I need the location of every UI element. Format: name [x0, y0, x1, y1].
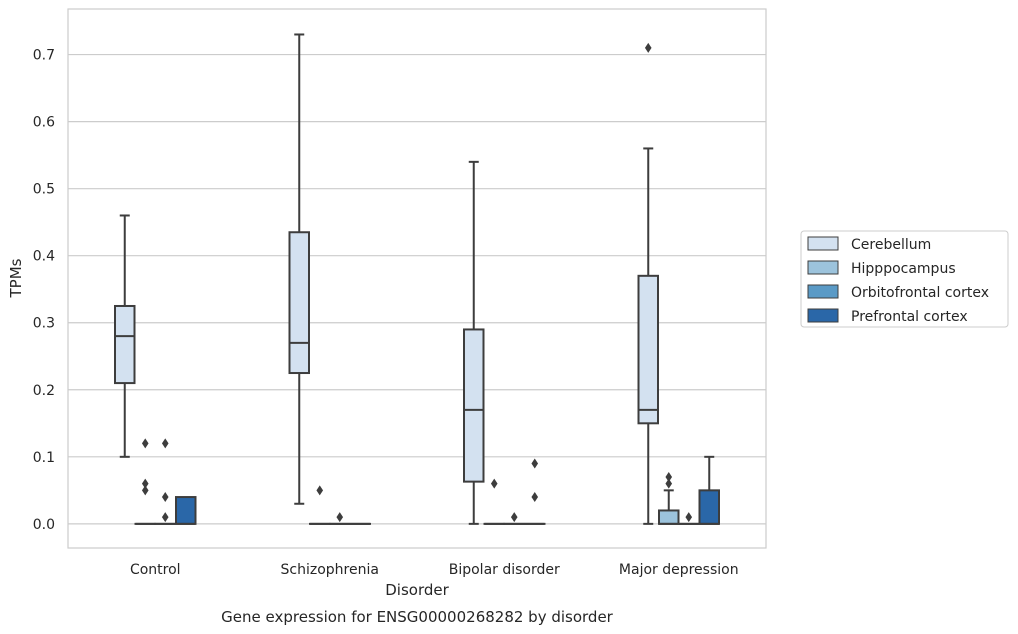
legend-label: Hipppocampus — [851, 261, 956, 277]
box-body — [463, 328, 485, 483]
outlier-point — [685, 512, 693, 523]
box-body — [658, 509, 680, 525]
outlier-point — [531, 492, 539, 503]
legend-label: Cerebellum — [851, 237, 931, 253]
box-3-3 — [698, 455, 720, 525]
x-tick-labels: Control Schizophrenia Bipolar disorder Majo… — [130, 562, 739, 578]
x-tick-label: Bipolar disorder — [449, 562, 560, 578]
box-2-0 — [463, 160, 485, 525]
outlier-point — [316, 485, 324, 496]
box-1-1 — [309, 485, 331, 525]
outlier-point — [141, 478, 149, 489]
x-axis-title: Disorder — [385, 581, 449, 599]
legend-label: Orbitofrontal cortex — [851, 285, 989, 301]
box-0-1 — [134, 438, 156, 525]
y-axis-title: TPMs — [7, 258, 25, 298]
plot-frame — [67, 8, 767, 549]
box-0-0 — [114, 214, 136, 458]
outlier-point — [161, 492, 169, 503]
grid-lines — [68, 53, 766, 525]
legend: Cerebellum Hipppocampus Orbitofrontal cort… — [800, 230, 1009, 328]
y-tick-label: 0.1 — [33, 450, 55, 466]
box-2-1 — [483, 478, 505, 525]
y-tick-label: 0.6 — [33, 115, 55, 131]
x-tick-label: Control — [130, 562, 181, 578]
box-body — [698, 489, 720, 525]
box-body — [175, 496, 197, 525]
y-tick-label: 0.0 — [33, 517, 55, 533]
outlier-point — [644, 42, 652, 53]
outlier-point — [531, 458, 539, 469]
y-tick-label: 0.5 — [33, 182, 55, 198]
outlier-point — [510, 512, 518, 523]
box-2-3 — [524, 458, 546, 525]
legend-label: Prefrontal cortex — [851, 309, 968, 325]
y-tick-label: 0.7 — [33, 48, 55, 64]
outlier-point — [161, 512, 169, 523]
box-3-2 — [678, 512, 700, 525]
y-tick-label: 0.2 — [33, 383, 55, 399]
box-body — [288, 231, 310, 375]
outlier-point — [141, 438, 149, 449]
y-tick-labels: 0.0 0.1 0.2 0.3 0.4 0.5 0.6 0.7 — [33, 48, 55, 533]
box-1-2 — [329, 512, 351, 525]
box-body — [637, 274, 659, 425]
outlier-point — [336, 512, 344, 523]
box-body — [114, 304, 136, 385]
y-tick-label: 0.3 — [33, 316, 55, 332]
outlier-point — [161, 438, 169, 449]
legend-swatch — [807, 284, 839, 299]
y-tick-label: 0.4 — [33, 249, 55, 265]
box-plots — [114, 33, 720, 525]
legend-swatch — [807, 308, 839, 323]
x-tick-label: Major depression — [619, 562, 739, 578]
box-2-2 — [503, 512, 525, 525]
legend-swatch — [807, 260, 839, 275]
legend-swatch — [807, 236, 839, 251]
box-0-2 — [154, 438, 176, 525]
outlier-point — [665, 471, 673, 482]
outlier-point — [665, 478, 673, 489]
box-3-1 — [658, 471, 680, 525]
box-1-0 — [288, 33, 310, 505]
outlier-point — [141, 485, 149, 496]
x-tick-label: Schizophrenia — [281, 562, 379, 578]
chart-title: Gene expression for ENSG00000268282 by d… — [221, 608, 614, 626]
outlier-point — [490, 478, 498, 489]
box-0-3 — [175, 496, 197, 525]
box-3-0 — [637, 42, 659, 525]
legend-frame — [800, 230, 1009, 328]
